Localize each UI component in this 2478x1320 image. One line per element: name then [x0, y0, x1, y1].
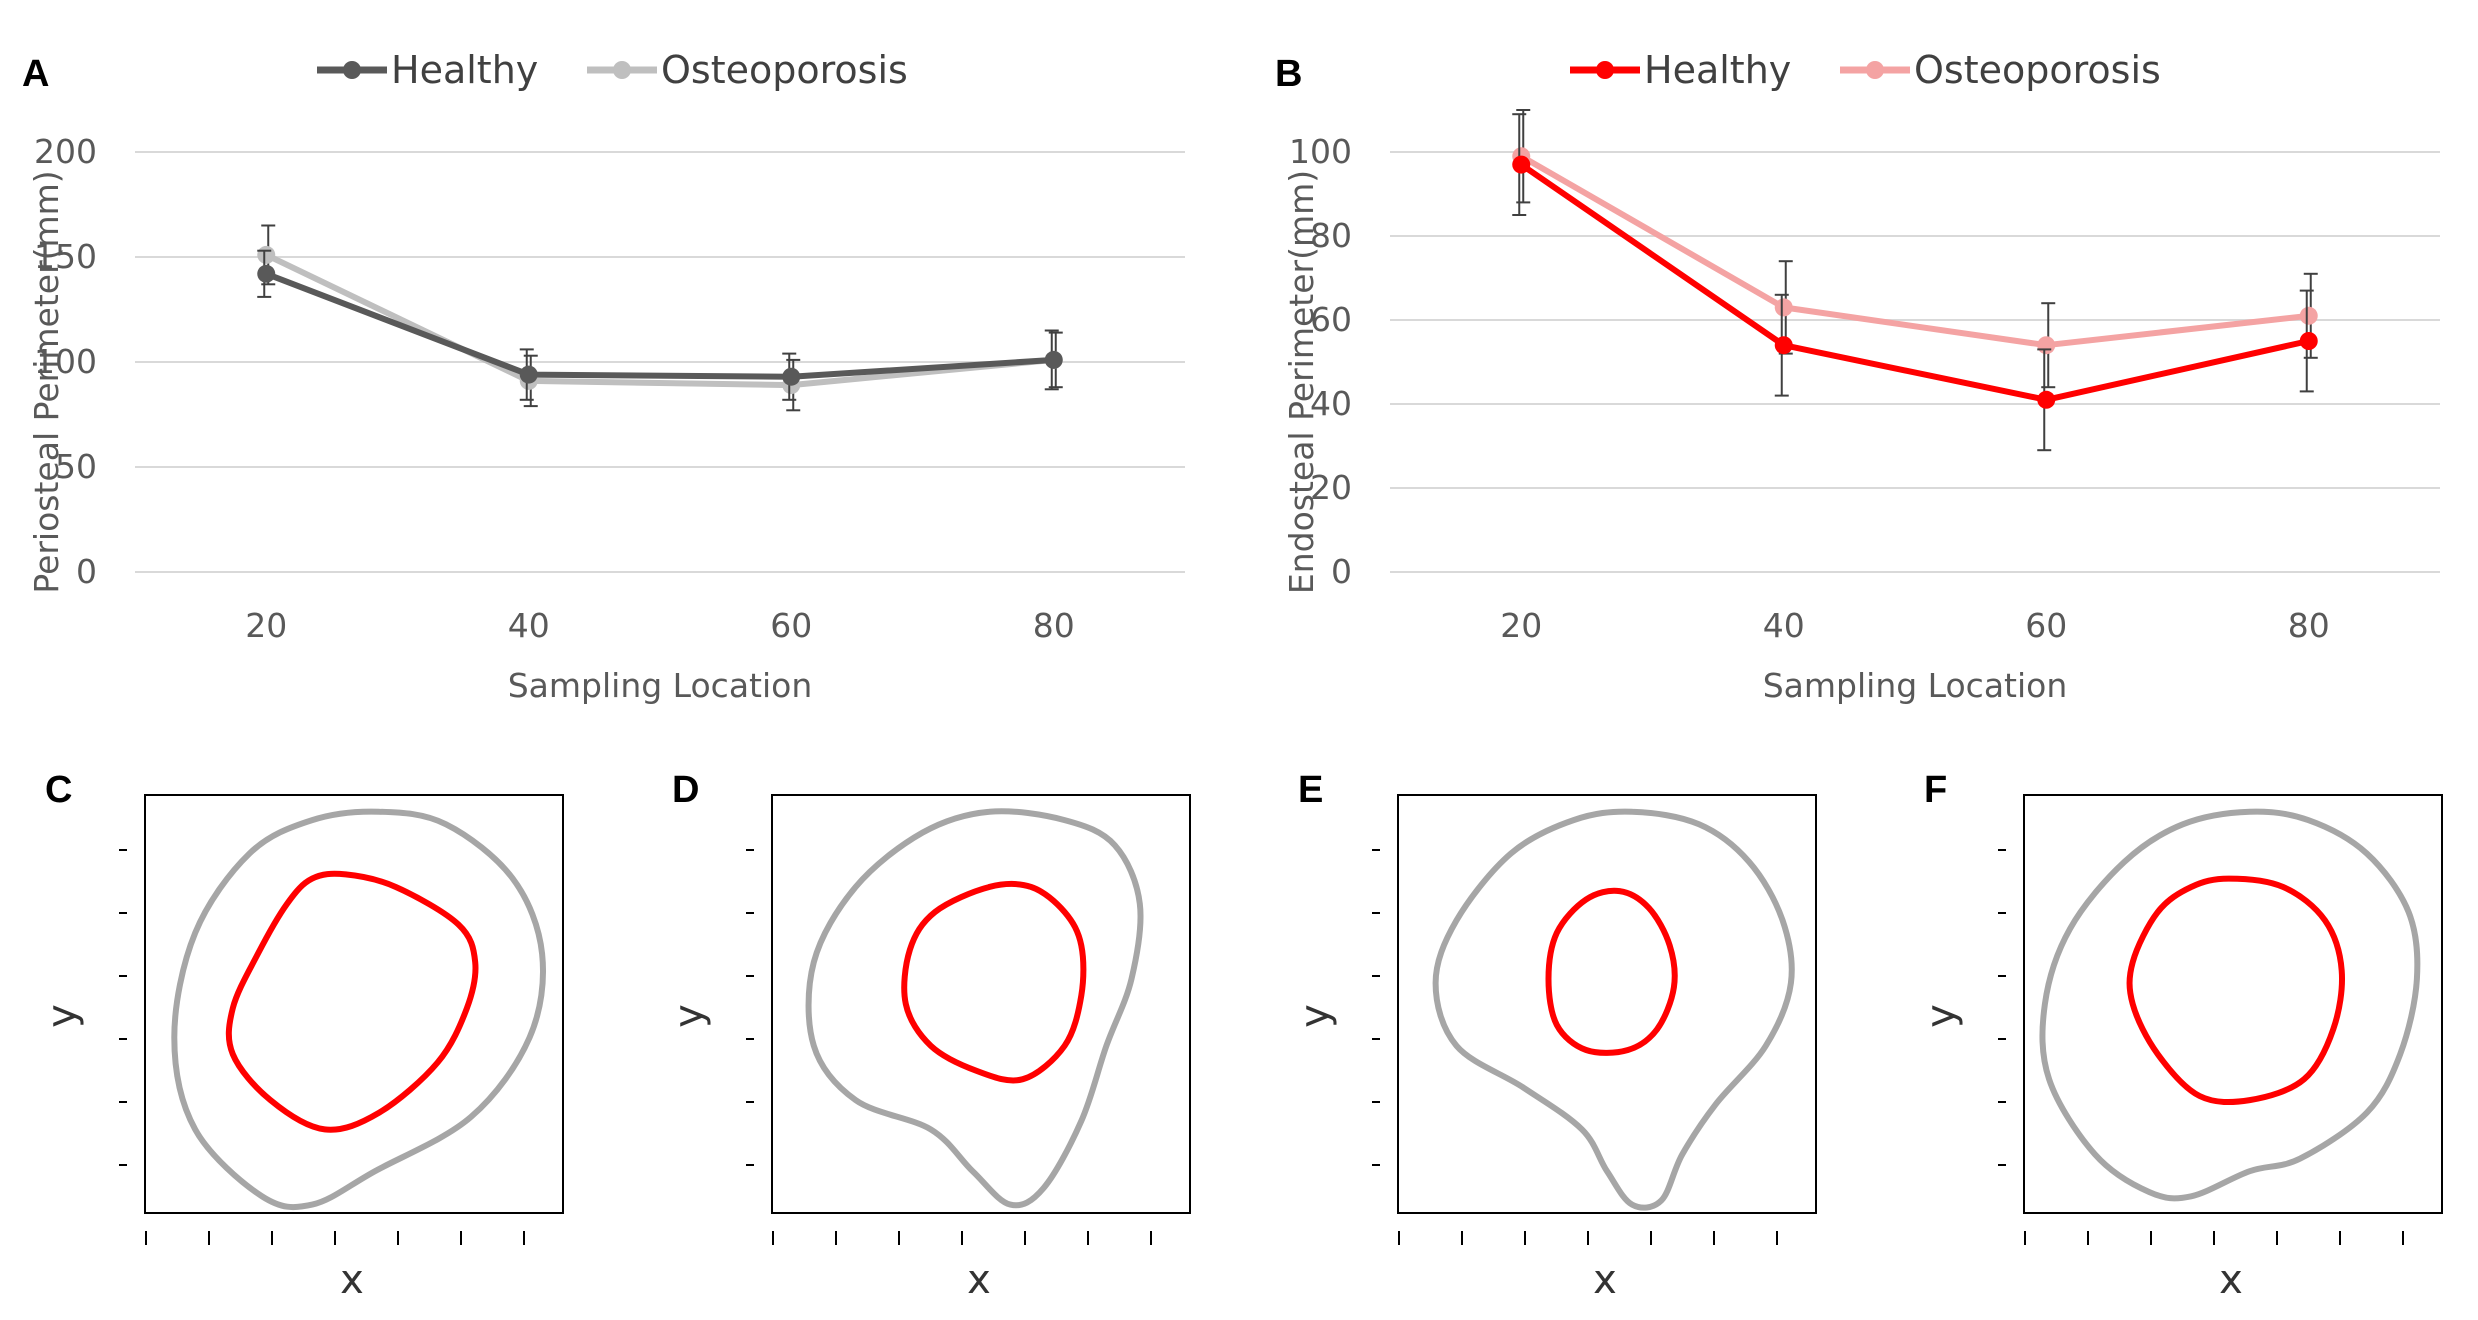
x-tick-label: 20 [245, 606, 287, 645]
series-healthy [1512, 113, 2318, 452]
y-tick-label: 40 [1310, 384, 1352, 423]
y-tick-label: 150 [34, 237, 97, 276]
y-axis-label: y [1918, 1004, 1964, 1028]
panel-f-contour: Fx y [1918, 769, 2443, 1303]
data-point [519, 365, 538, 384]
panel-letter-a: A [22, 53, 49, 95]
x-axis-title: Sampling Location [1763, 666, 2068, 705]
y-tick-label: 60 [1310, 300, 1352, 339]
series-line [264, 252, 1055, 389]
y-tick-label: 100 [1289, 132, 1352, 171]
panel-letter-c: C [45, 769, 72, 811]
x-tick-label: 80 [1033, 606, 1075, 645]
periosteal-contour [1432, 808, 1795, 1211]
panel-c-contour: Cx y [39, 769, 564, 1303]
panel-b-chart: B 0 20 40 60 80 100 20 40 60 80 Sampling Location En… [1275, 48, 2440, 705]
data-point [2299, 306, 2318, 325]
plot-frame [144, 794, 564, 1214]
panel-e-contour: Ex y [1292, 769, 1817, 1303]
data-point [1774, 336, 1793, 355]
series-line [1519, 153, 2310, 349]
y-axis-title: Endosteal Perimeter(mm) [1282, 170, 1321, 594]
y-tick-label: 20 [1310, 468, 1352, 507]
data-point [1774, 298, 1793, 317]
data-point [2037, 390, 2056, 409]
legend-swatch-marker [343, 61, 361, 79]
legend-label: Osteoporosis [1914, 48, 2161, 92]
y-axis-label: y [666, 1004, 712, 1028]
endosteal-contour [1545, 887, 1678, 1056]
plot-frame [2023, 794, 2443, 1214]
panel-letter-b: B [1275, 53, 1302, 95]
x-tick-label: 20 [1500, 606, 1542, 645]
y-tick-label: 100 [34, 342, 97, 381]
periosteal-contour [171, 808, 547, 1211]
panel-letter-f: F [1924, 769, 1947, 811]
endosteal-contour [225, 870, 479, 1133]
legend-swatch-marker [1866, 61, 1884, 79]
plot-frame [771, 794, 1191, 1214]
legend-label: Healthy [391, 48, 538, 92]
legend-label: Healthy [1644, 48, 1791, 92]
y-tick-label: 80 [1310, 216, 1352, 255]
data-point [2299, 332, 2318, 350]
x-tick-label: 40 [1763, 606, 1805, 645]
x-axis-label: x [2219, 1257, 2243, 1303]
panel-letter-e: E [1298, 769, 1323, 811]
y-axis-label: y [39, 1004, 85, 1028]
y-tick-label: 200 [34, 132, 97, 171]
x-tick-label: 60 [2025, 606, 2067, 645]
endosteal-contour [2126, 875, 2345, 1106]
y-tick-label: 0 [76, 552, 97, 591]
y-axis-label: y [1292, 1004, 1338, 1028]
x-axis-label: x [967, 1257, 991, 1303]
endosteal-contour [901, 880, 1087, 1084]
data-point [2037, 336, 2056, 355]
y-axis-title: Periosteal Perimeter(mm) [27, 170, 66, 593]
x-tick-label: 60 [770, 606, 812, 645]
periosteal-contour [2039, 808, 2421, 1202]
plot-frame [1397, 794, 1817, 1214]
x-axis-title: Sampling Location [508, 666, 813, 705]
panel-letter-d: D [672, 769, 699, 811]
legend-label: Osteoporosis [661, 48, 908, 92]
x-tick-label: 40 [508, 606, 550, 645]
series-line [1519, 162, 2310, 403]
x-axis-label: x [1593, 1257, 1617, 1303]
panel-d-contour: Dx y [666, 769, 1191, 1303]
y-tick-label: 50 [55, 447, 97, 486]
data-point [1512, 155, 1531, 174]
periosteal-contour [805, 808, 1144, 1209]
x-axis-label: x [340, 1257, 364, 1303]
panel-a-chart: A 0 50 100 150 200 20 40 60 80 Sampling Location Pe… [22, 48, 1185, 705]
series-line [265, 270, 1054, 380]
x-tick-label: 80 [2288, 606, 2330, 645]
data-point [257, 264, 276, 283]
legend: Healthy Osteoporosis [1570, 48, 2161, 92]
legend-swatch-marker [1596, 61, 1614, 79]
series-healthy [257, 249, 1063, 401]
data-point [782, 367, 801, 386]
y-tick-label: 0 [1331, 552, 1352, 591]
data-point [1044, 350, 1063, 369]
legend-swatch-marker [613, 61, 631, 79]
data-point [257, 245, 276, 264]
legend: Healthy Osteoporosis [317, 48, 908, 92]
